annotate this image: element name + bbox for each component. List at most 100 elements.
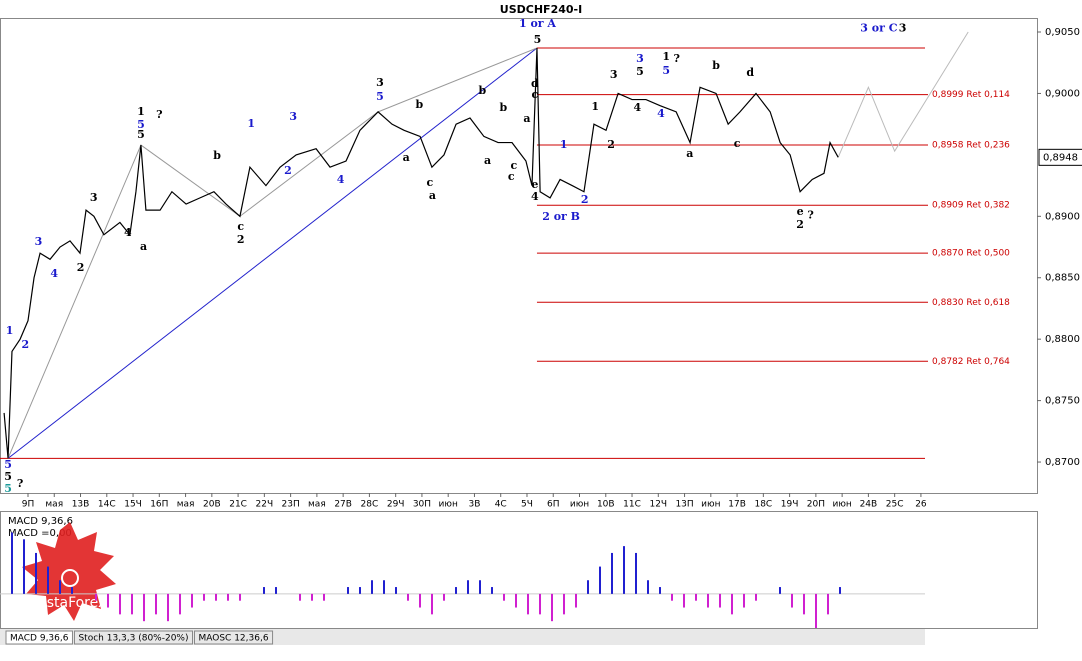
x-tick-label: 9П xyxy=(22,500,35,510)
histogram-bar xyxy=(695,593,697,601)
x-tick-label: 20В xyxy=(203,500,221,510)
histogram-bar xyxy=(191,593,193,608)
watermark-text: InstaForex xyxy=(34,595,107,611)
x-tick-label: 18С xyxy=(754,500,772,510)
wave-label: 5 xyxy=(4,482,12,495)
wave-label: 5 xyxy=(534,33,542,46)
wave-label: 4 xyxy=(124,226,132,239)
wave-label: c xyxy=(237,220,244,233)
histogram-bar xyxy=(323,593,325,601)
histogram-bar xyxy=(635,552,637,594)
wave-label: 4 xyxy=(50,267,58,280)
x-tick-label: 12Ч xyxy=(649,500,667,510)
wave-label: c xyxy=(532,88,539,101)
histogram-bar xyxy=(827,593,829,615)
main-frame xyxy=(0,18,1038,494)
tab-border[interactable] xyxy=(194,630,274,645)
histogram-bar xyxy=(119,593,121,615)
wave-label: 5 xyxy=(662,64,670,77)
wave-label: 5 xyxy=(376,90,384,103)
histogram-bar xyxy=(179,593,181,615)
wave-label: e xyxy=(531,178,538,191)
x-tick-label: 3В xyxy=(469,500,481,510)
x-tick-label: 14С xyxy=(98,500,116,510)
indicator-tab[interactable]: Stoch 13,3,3 (80%-20%) xyxy=(78,634,188,644)
wave-label: 3 xyxy=(899,21,907,34)
x-tick-label: июн xyxy=(832,500,851,510)
histogram-bar xyxy=(815,593,817,628)
histogram-bar xyxy=(707,593,709,608)
indicator-subtitle: MACD =0,00 xyxy=(8,528,72,539)
histogram-bar xyxy=(755,593,757,601)
x-tick-label: 6П xyxy=(547,500,560,510)
wave-label: c xyxy=(426,176,433,189)
histogram-bar xyxy=(395,587,397,594)
x-tick-label: мая xyxy=(177,500,195,510)
x-tick-label: 17В xyxy=(728,500,746,510)
wave-label: a xyxy=(523,112,530,125)
wave-label: d xyxy=(746,66,754,79)
wave-label: 2 xyxy=(77,261,85,274)
x-tick-label: 25С xyxy=(886,500,904,510)
wave-label: 5 xyxy=(4,470,12,483)
x-tick-label: 16П xyxy=(150,500,168,510)
x-tick-label: 30П xyxy=(413,500,431,510)
x-tick-label: 13В xyxy=(72,500,90,510)
x-tick-label: 13П xyxy=(675,500,693,510)
x-tick-label: 10В xyxy=(597,500,615,510)
histogram-bar xyxy=(131,593,133,615)
x-tick-label: 15Ч xyxy=(124,500,142,510)
histogram-bar xyxy=(359,587,361,594)
x-tick-label: 26 xyxy=(915,500,927,510)
histogram-bar xyxy=(599,566,601,594)
histogram-bar xyxy=(647,580,649,594)
wave-label: 2 xyxy=(22,338,30,351)
x-tick-label: июн xyxy=(570,500,589,510)
wave-label: 5 xyxy=(4,458,12,471)
histogram-bar xyxy=(155,593,157,615)
wave-label: 3 xyxy=(35,235,43,248)
histogram-bar xyxy=(203,593,205,601)
wave-label: b xyxy=(499,101,507,114)
wave-label: 1 xyxy=(137,105,145,118)
wave-label: 4 xyxy=(531,190,539,203)
x-tick-label: 29Ч xyxy=(387,500,405,510)
wave-label: 3 xyxy=(90,191,98,204)
level-label: 0,8782 Ret 0,764 xyxy=(932,357,1010,367)
histogram-bar xyxy=(551,593,553,622)
tab-border[interactable] xyxy=(5,630,73,645)
wave-label: 4 xyxy=(657,107,665,120)
histogram-bar xyxy=(467,580,469,594)
x-tick-label: июн xyxy=(439,500,458,510)
wave-label: 2 xyxy=(237,233,245,246)
level-label: 0,8999 Ret 0,114 xyxy=(932,90,1010,100)
tab-border[interactable] xyxy=(73,630,193,645)
histogram-bar xyxy=(239,593,241,601)
histogram-bar xyxy=(11,532,13,594)
histogram-bar xyxy=(419,593,421,608)
watermark: InstaForex xyxy=(22,522,116,621)
histogram-bar xyxy=(107,593,109,608)
histogram-bar xyxy=(539,593,541,615)
wave-label: 5 xyxy=(636,65,644,78)
histogram-bar xyxy=(743,593,745,608)
histogram-bar xyxy=(659,587,661,594)
indicator-tab[interactable]: MACD 9,36,6 xyxy=(10,634,69,644)
wave-label: c xyxy=(734,137,741,150)
y-tick-label: 0,8850 xyxy=(1045,273,1080,284)
x-tick-label: мая xyxy=(308,500,326,510)
wave-label: 2 xyxy=(607,138,615,151)
wave-label: 2 xyxy=(796,218,804,231)
wave-label: b xyxy=(213,149,221,162)
indicator-tab[interactable]: MAOSC 12,36,6 xyxy=(199,634,269,644)
wave-label: a xyxy=(403,151,410,164)
histogram-bar xyxy=(167,593,169,622)
y-tick-label: 0,8800 xyxy=(1045,334,1080,345)
level-label: 0,8958 Ret 0,236 xyxy=(932,141,1010,151)
histogram-bar xyxy=(431,593,433,615)
histogram-bar xyxy=(503,593,505,601)
histogram-bar xyxy=(23,539,25,594)
y-tick-label: 0,8700 xyxy=(1045,457,1080,468)
histogram-bar xyxy=(731,593,733,615)
